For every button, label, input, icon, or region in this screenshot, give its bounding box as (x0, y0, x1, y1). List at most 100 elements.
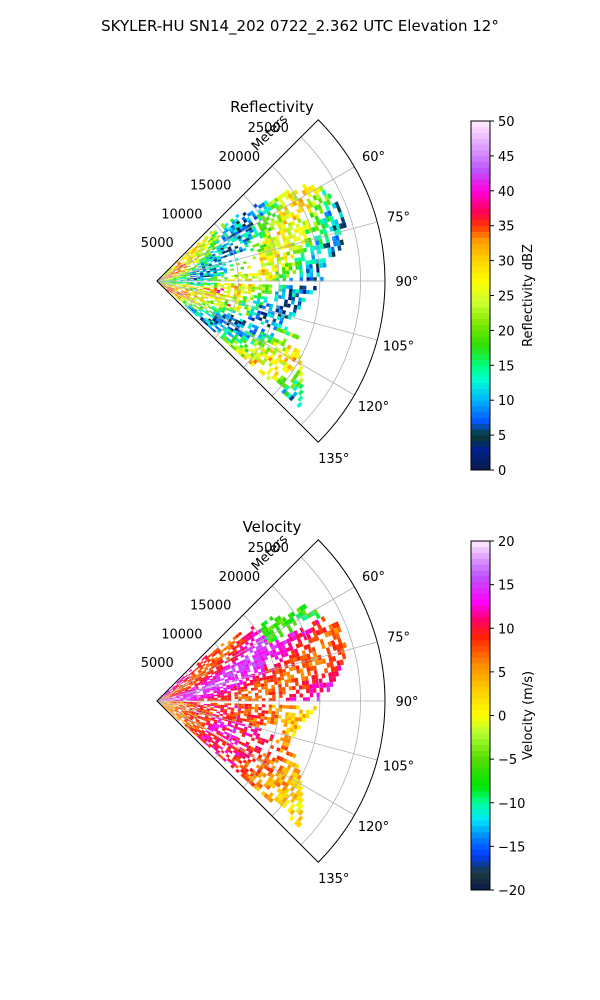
field-cell (271, 691, 276, 695)
field-cell (219, 746, 224, 750)
field-cell (273, 376, 280, 382)
field-cell (273, 622, 279, 628)
field-cell (199, 732, 204, 736)
field-cell (281, 780, 287, 787)
field-cell (210, 250, 214, 254)
field-cell (311, 646, 316, 653)
field-cell (195, 259, 200, 263)
field-cell (286, 364, 293, 370)
field-cell (183, 294, 187, 297)
colorbar-segment (471, 184, 490, 192)
field-cell (244, 693, 249, 697)
field-cell (233, 222, 238, 227)
azimuth-gridline (156, 586, 355, 702)
field-cell (305, 203, 311, 210)
field-cell (206, 272, 211, 275)
field-cell (195, 258, 199, 262)
field-cell (227, 675, 232, 679)
field-cell (193, 309, 198, 313)
field-cell (179, 714, 183, 717)
field-cell (281, 730, 286, 735)
field-cell (178, 270, 182, 273)
field-cell (255, 356, 260, 362)
field-cell (328, 672, 333, 678)
field-cell (318, 208, 324, 215)
field-cell (243, 218, 248, 224)
field-cell (301, 230, 307, 236)
field-cell (261, 738, 266, 743)
field-cell (248, 286, 252, 290)
field-cell (279, 380, 285, 387)
field-cell (162, 283, 166, 285)
field-cell (211, 671, 215, 675)
field-cell (176, 283, 180, 285)
field-cell (217, 718, 222, 722)
field-cell (271, 711, 276, 715)
field-cell (319, 683, 324, 688)
field-cell (214, 663, 219, 668)
field-cell (186, 283, 191, 285)
colorbar-segment (471, 884, 490, 891)
field-cell (268, 287, 273, 291)
field-cell (250, 728, 255, 733)
field-cell (187, 258, 191, 261)
field-cell (237, 229, 242, 234)
field-cell (207, 704, 211, 706)
field-cell (179, 699, 184, 701)
field-cell (268, 306, 273, 311)
field-cell (230, 344, 235, 349)
field-cell (243, 683, 248, 687)
field-cell (203, 240, 208, 244)
field-cell (240, 353, 246, 358)
field-cell (175, 693, 179, 696)
field-cell (186, 721, 191, 725)
field-cell (176, 277, 180, 279)
field-cell (314, 215, 320, 222)
azimuth-tick-label: 105° (383, 340, 414, 355)
field-cell (214, 320, 219, 324)
field-cell (329, 215, 334, 222)
field-cell (232, 755, 237, 761)
field-cell (328, 677, 333, 683)
field-cell (275, 670, 280, 675)
field-cell (176, 276, 180, 278)
colorbar-segment (471, 686, 490, 693)
field-cell (194, 245, 199, 249)
field-cell (262, 676, 267, 681)
field-cell (285, 266, 289, 271)
colorbar-segment (471, 440, 490, 448)
field-cell (166, 281, 170, 283)
field-cell (192, 730, 197, 734)
colorbar-segment (471, 680, 490, 687)
field-cell (332, 225, 338, 231)
field-cell (185, 271, 189, 273)
field-cell (310, 184, 316, 191)
field-cell (208, 667, 213, 671)
field-cell (222, 683, 227, 687)
field-cell (169, 278, 173, 280)
field-cell (216, 289, 221, 292)
field-cell (204, 296, 209, 299)
field-cell (214, 735, 218, 739)
field-cell (205, 256, 210, 260)
field-cell (303, 644, 309, 651)
field-cell (202, 291, 206, 294)
field-cell (164, 692, 167, 696)
field-cell (223, 290, 228, 294)
field-cell (186, 698, 191, 700)
field-cell (295, 613, 301, 619)
field-cell (183, 276, 187, 278)
field-cell (198, 670, 202, 674)
field-cell (240, 654, 245, 658)
field-cell (297, 301, 302, 306)
field-cell (253, 230, 259, 235)
field-cell (295, 293, 300, 298)
azimuth-gridline (156, 641, 378, 702)
field-cell (255, 242, 260, 247)
field-cell (198, 314, 202, 318)
field-cell (337, 637, 343, 644)
field-cell (208, 255, 213, 258)
field-cell (273, 197, 279, 203)
field-cell (330, 629, 336, 636)
field-cell (296, 656, 301, 662)
